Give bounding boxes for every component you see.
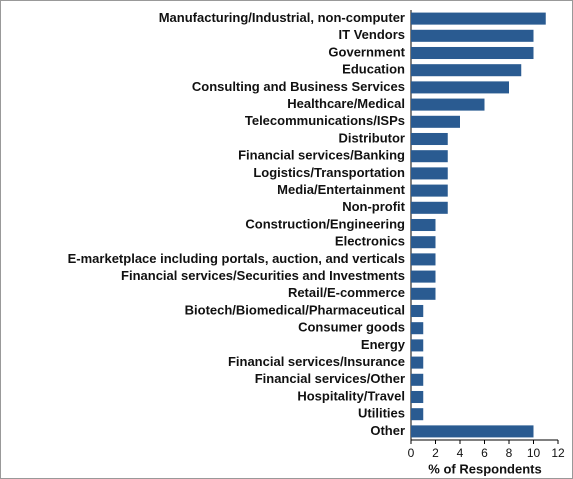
x-tick-label: 12 (551, 446, 565, 460)
bar (411, 408, 424, 421)
y-tick-label: Education (342, 62, 405, 77)
y-tick-label: Financial services/Banking (238, 148, 405, 163)
y-tick-label: Biotech/Biomedical/Pharmaceutical (185, 302, 405, 317)
bar (411, 236, 436, 249)
bar (411, 218, 436, 232)
bar (411, 253, 436, 266)
bar (411, 390, 424, 404)
bar (411, 115, 460, 128)
bar (411, 184, 448, 197)
x-tick-label: 8 (506, 446, 513, 460)
y-tick-label: Government (328, 44, 405, 59)
x-tick-label: 6 (481, 446, 488, 460)
bar (411, 356, 424, 369)
bar (411, 425, 534, 438)
bar (411, 167, 448, 180)
bar (411, 150, 448, 163)
bar (411, 339, 424, 352)
y-tick-label: Utilities (358, 406, 405, 421)
bar (411, 29, 534, 42)
bar (411, 304, 424, 318)
bar (411, 81, 509, 94)
y-tick-label: Healthcare/Medical (287, 96, 405, 111)
y-tick-label: Energy (361, 337, 406, 352)
y-tick-label: Financial services/Other (255, 371, 405, 386)
y-tick-label: Logistics/Transportation (253, 165, 405, 180)
bar (411, 46, 534, 60)
y-tick-label: Financial services/Securities and Invest… (121, 268, 405, 283)
y-tick-label: Media/Entertainment (277, 182, 406, 197)
y-tick-label: IT Vendors (339, 27, 405, 42)
x-tick-label: 10 (527, 446, 541, 460)
bar (411, 12, 546, 25)
y-tick-label: Distributor (339, 130, 405, 145)
x-tick-label: 4 (457, 446, 464, 460)
x-axis-label: % of Respondents (428, 461, 541, 476)
y-tick-label: Manufacturing/Industrial, non-computer (159, 10, 405, 25)
bar (411, 287, 436, 300)
y-tick-label: Construction/Engineering (245, 216, 405, 231)
y-tick-label: Hospitality/Travel (297, 388, 405, 403)
y-tick-label: Telecommunications/ISPs (245, 113, 405, 128)
y-tick-label: Non-profit (342, 199, 405, 214)
y-tick-label: Financial services/Insurance (228, 354, 405, 369)
y-tick-label: Retail/E-commerce (288, 285, 405, 300)
y-tick-label: E-marketplace including portals, auction… (68, 251, 405, 266)
x-tick-label: 2 (432, 446, 439, 460)
bar (411, 373, 424, 386)
bar (411, 322, 424, 335)
y-tick-label: Consumer goods (298, 320, 405, 335)
x-tick-label: 0 (408, 446, 415, 460)
bar (411, 98, 485, 111)
bar (411, 64, 522, 77)
y-tick-label: Electronics (335, 234, 405, 249)
bar (411, 270, 436, 283)
bar (411, 201, 448, 214)
y-tick-label: Other (370, 423, 405, 438)
y-tick-label: Consulting and Business Services (192, 79, 405, 94)
bar (411, 132, 448, 146)
